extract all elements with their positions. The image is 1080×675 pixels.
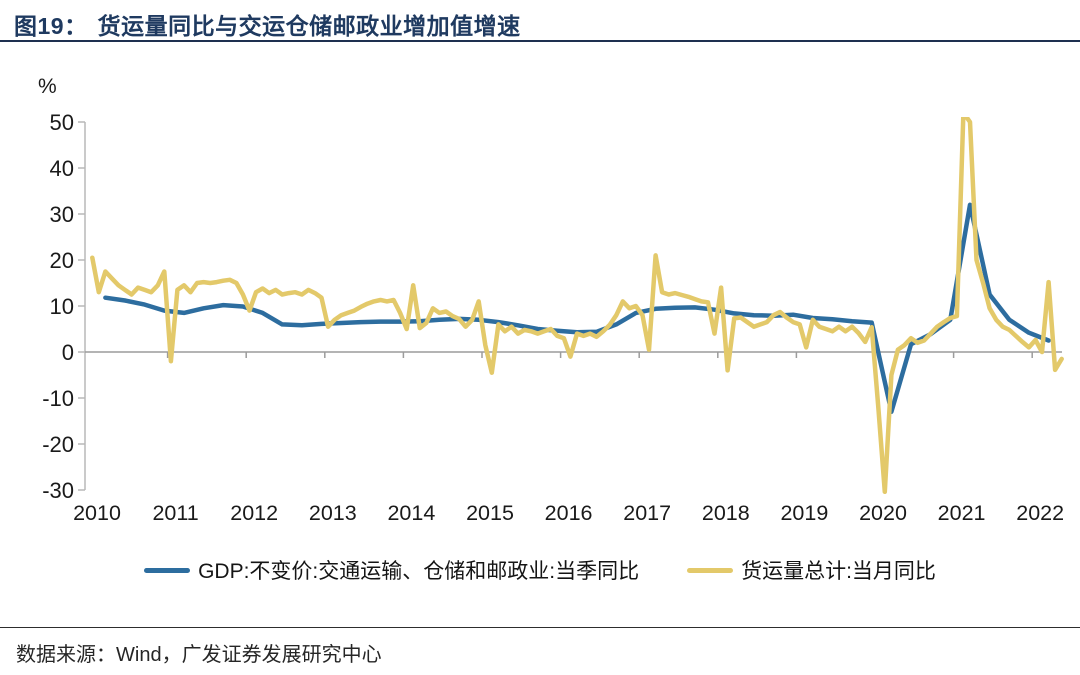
freight-legend-label: 货运量总计:当月同比 [741,560,936,583]
gdp-legend-label: GDP:不变价:交通运输、仓储和邮政业:当季同比 [198,560,640,583]
legend-item-gdp: GDP:不变价:交通运输、仓储和邮政业:当季同比 [144,555,639,585]
x-tick-label: 2013 [309,501,357,525]
y-tick-label: 50 [50,110,74,135]
figure-header: 图19： 货运量同比与交运仓储邮政业增加值增速 [14,7,1066,41]
x-tick-label: 2016 [545,501,593,525]
x-tick-label: 2020 [859,501,907,525]
header-divider [0,40,1080,42]
y-tick-label: -20 [42,432,74,457]
x-tick-label: 2017 [623,501,671,525]
data-source: 数据来源：Wind，广发证券发展研究中心 [16,644,382,666]
y-tick-label: 20 [50,248,74,273]
y-axis-unit-label: % [38,75,57,98]
y-tick-label: -10 [42,386,74,411]
x-tick-label: 2018 [702,501,750,525]
figure-label: 图19： [14,13,88,39]
x-tick-label: 2021 [938,501,986,525]
y-tick-label: -30 [42,478,74,503]
legend-item-freight: 货运量总计:当月同比 [687,555,936,585]
x-tick-label: 2012 [230,501,278,525]
x-tick-label: 2015 [466,501,514,525]
footer-divider [0,627,1080,628]
y-tick-label: 10 [50,294,74,319]
y-tick-label: 30 [50,202,74,227]
chart-legend: GDP:不变价:交通运输、仓储和邮政业:当季同比 货运量总计:当月同比 [0,551,1080,589]
x-tick-label: 2014 [387,501,435,525]
freight-series-line [90,117,1064,494]
x-tick-label: 2022 [1016,501,1064,525]
y-tick-label: 0 [62,340,74,365]
figure-title: 货运量同比与交运仓储邮政业增加值增速 [97,13,521,39]
x-tick-label: 2010 [73,501,121,525]
y-tick-label: 40 [50,156,74,181]
x-tick-label: 2011 [152,501,198,525]
x-tick-label: 2019 [780,501,828,525]
freight-line-swatch [687,567,734,573]
gdp-line-swatch [144,567,191,573]
